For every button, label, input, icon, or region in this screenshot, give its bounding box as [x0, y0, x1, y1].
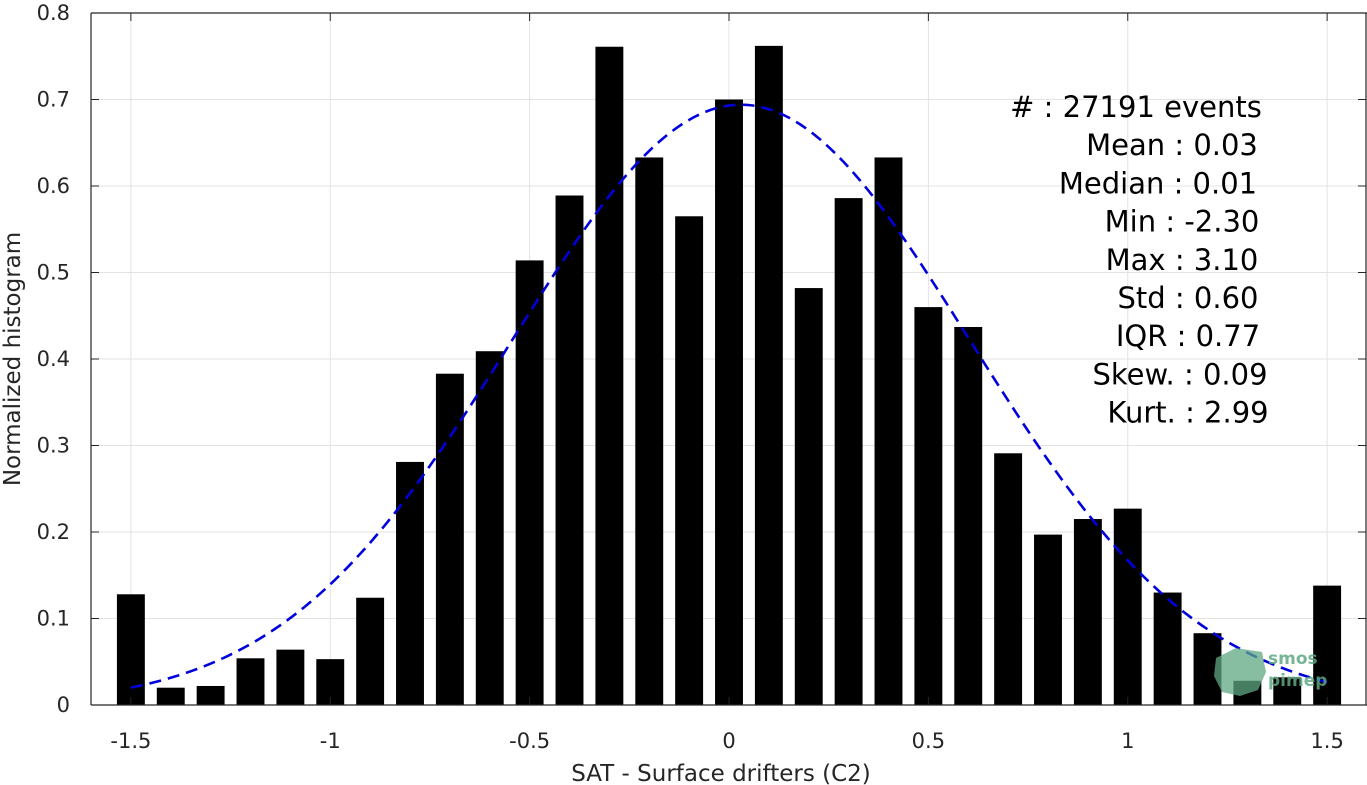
- histogram-bar-15: [715, 99, 743, 705]
- stats-value-1: : 0.03: [1174, 128, 1258, 162]
- stats-value-4: : 3.10: [1175, 243, 1259, 277]
- histogram-bar-7: [396, 461, 424, 705]
- axes: [90, 12, 1367, 706]
- histogram-bar-20: [914, 307, 943, 705]
- histogram-bar-13: [635, 157, 664, 705]
- stats-line-4: Max : 3.10: [1106, 243, 1259, 277]
- histogram-bar-17: [794, 288, 823, 705]
- logo-text-line2: pimep: [1268, 671, 1327, 691]
- x-tick-label-4: 0.5: [912, 729, 945, 753]
- y-tick-label-0: 0: [57, 693, 70, 717]
- y-tick-label-1: 0.1: [37, 607, 70, 631]
- x-tick-label-5: 1: [1121, 729, 1134, 753]
- stats-label-7: Skew.: [1092, 357, 1184, 391]
- stats-label-1: Mean: [1086, 128, 1174, 162]
- histogram-bar-12: [595, 46, 624, 706]
- x-tick-label-2: -0.5: [509, 729, 550, 753]
- histogram-bar-18: [834, 198, 863, 706]
- histogram-bar-6: [356, 597, 385, 705]
- histogram-bar-0: [116, 594, 145, 705]
- stats-label-4: Max: [1106, 243, 1175, 277]
- y-tick-labels: 0 0.1 0.2 0.3 0.4 0.5 0.6 0.7 0.8: [37, 1, 70, 717]
- stats-line-8: Kurt. : 2.99: [1107, 396, 1268, 430]
- stats-label-3: Min: [1105, 205, 1166, 239]
- histogram-bars: [116, 45, 1342, 706]
- histogram-bar-22: [994, 453, 1023, 705]
- histogram-bar-24: [1073, 519, 1102, 705]
- y-tick-label-7: 0.7: [37, 88, 70, 112]
- stats-line-0: # : 27191 events: [1010, 90, 1262, 124]
- histogram-bar-16: [754, 45, 783, 706]
- logo-map-icon: [1214, 648, 1266, 696]
- histogram-bar-30: [1313, 585, 1342, 705]
- x-axis-label: SAT - Surface drifters (C2): [571, 761, 871, 785]
- histogram-bar-11: [555, 195, 584, 705]
- y-axis-label: Normalized histogram: [0, 232, 26, 486]
- histogram-bar-21: [954, 326, 983, 705]
- x-tick-label-0: -1.5: [110, 729, 151, 753]
- stats-label-5: Std: [1118, 281, 1175, 315]
- stats-value-8: : 2.99: [1185, 396, 1269, 430]
- stats-value-7: : 0.09: [1184, 357, 1268, 391]
- histogram-bar-10: [515, 260, 544, 705]
- y-tick-label-2: 0.2: [37, 520, 70, 544]
- y-tick-label-6: 0.6: [37, 174, 70, 198]
- stats-line-2: Median : 0.01: [1059, 166, 1257, 200]
- histogram-bar-14: [675, 216, 704, 705]
- stats-label-6: IQR: [1116, 319, 1177, 353]
- y-tick-label-8: 0.8: [37, 1, 70, 25]
- stats-value-0: : 27191 events: [1044, 90, 1262, 124]
- y-tick-label-4: 0.4: [37, 347, 70, 371]
- stats-line-7: Skew. : 0.09: [1092, 357, 1267, 391]
- stats-line-3: Min : -2.30: [1105, 205, 1260, 239]
- stats-line-5: Std : 0.60: [1118, 281, 1259, 315]
- x-tick-label-6: 1.5: [1310, 729, 1343, 753]
- histogram-bar-19: [874, 157, 903, 705]
- stats-label-8: Kurt.: [1107, 396, 1185, 430]
- histogram-bar-2: [196, 685, 225, 705]
- histogram-bar-8: [435, 373, 464, 705]
- stats-line-1: Mean : 0.03: [1086, 128, 1258, 162]
- y-tick-label-3: 0.3: [37, 434, 70, 458]
- stats-value-2: : 0.01: [1174, 166, 1258, 200]
- histogram-bar-3: [236, 658, 265, 705]
- stats-value-3: : -2.30: [1165, 205, 1259, 239]
- x-tick-label-3: 0: [722, 729, 735, 753]
- smos-pimep-logo: smos pimep: [1214, 648, 1327, 696]
- stats-value-5: : 0.60: [1175, 281, 1259, 315]
- histogram-bar-9: [475, 351, 504, 705]
- x-tick-label-1: -1: [320, 729, 341, 753]
- x-tick-labels: -1.5 -1 -0.5 0 0.5 1 1.5: [110, 729, 1343, 753]
- histogram-bar-26: [1153, 592, 1182, 705]
- logo-text-line1: smos: [1268, 649, 1318, 669]
- gaussian-fit-curve: [130, 103, 1328, 689]
- stats-label-2: Median: [1059, 166, 1174, 200]
- stats-value-6: : 0.77: [1177, 319, 1261, 353]
- histogram-bar-1: [156, 687, 185, 705]
- y-tick-label-5: 0.5: [37, 261, 70, 285]
- histogram-bar-29: [1273, 677, 1302, 705]
- stats-line-6: IQR : 0.77: [1116, 319, 1260, 353]
- histogram-bar-25: [1113, 508, 1142, 705]
- histogram-bar-4: [276, 649, 305, 705]
- stats-label-0: #: [1010, 90, 1044, 124]
- histogram-bar-23: [1034, 534, 1062, 705]
